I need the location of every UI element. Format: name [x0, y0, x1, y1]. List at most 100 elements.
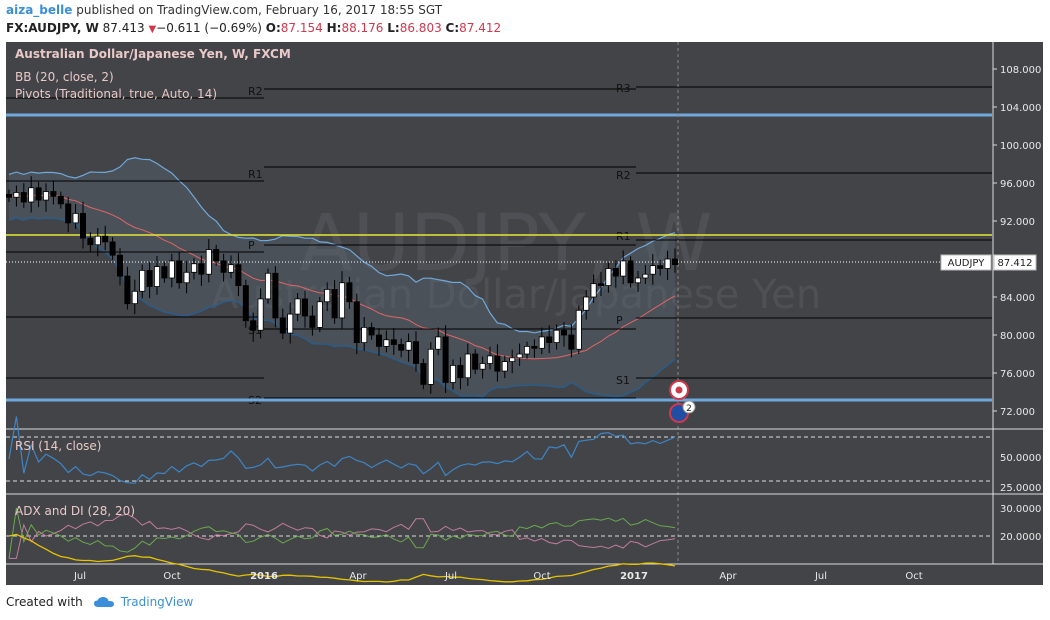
time-tick-label: Oct	[905, 571, 922, 582]
pivot-label-r1: R1	[248, 168, 263, 181]
price-tick-label: 80.000	[1000, 331, 1035, 342]
candle	[309, 315, 316, 328]
pivot-label-s1b: S1	[616, 374, 630, 387]
candle	[50, 191, 57, 197]
time-tick-label: 2016	[250, 571, 278, 582]
candle	[605, 268, 612, 287]
candle	[620, 260, 627, 277]
pivot-label-r3b: R3	[616, 82, 631, 95]
candle	[612, 268, 619, 277]
candle	[546, 336, 553, 343]
chart-svg[interactable]: AUDJPY, W Australian Dollar/Japanese Yen	[5, 42, 1043, 585]
close-value: 87.412	[459, 21, 502, 35]
legend-title: Australian Dollar/Japanese Yen, W, FXCM	[15, 47, 291, 61]
candle	[102, 235, 109, 243]
candle	[642, 273, 649, 279]
candle	[516, 353, 523, 359]
candle	[176, 260, 183, 284]
di-plus-line	[8, 507, 676, 559]
open-value: 87.154	[280, 21, 323, 35]
adx-tick-20: 20.0000	[1000, 532, 1041, 543]
quote-line: FX:AUDJPY, W 87.413 ▼−0.611 (−0.69%) O:8…	[6, 21, 501, 35]
candle	[264, 272, 271, 300]
last-price: 87.413	[102, 21, 145, 35]
down-arrow-icon: ▼	[148, 24, 157, 35]
open-label: O:	[265, 21, 281, 35]
candle	[635, 277, 642, 284]
candle	[161, 266, 168, 279]
candle	[124, 275, 131, 305]
indicator-ticks: 50.0000 25.0000 30.0000 20.0000	[1000, 453, 1041, 543]
candle	[205, 249, 212, 275]
legend-pivots[interactable]: Pivots (Traditional, true, Auto, 14)	[15, 87, 217, 101]
candle	[242, 285, 249, 322]
price-tick-label: 104.000	[1000, 103, 1041, 114]
legend-bb[interactable]: BB (20, close, 2)	[15, 70, 114, 84]
pivot-label-pb: P	[616, 314, 623, 327]
candle	[412, 341, 419, 364]
event-markers[interactable]: 2	[669, 380, 696, 423]
candle	[464, 353, 471, 379]
tradingview-link[interactable]: TradingView	[120, 595, 194, 609]
candle	[227, 264, 234, 273]
candle	[538, 336, 545, 349]
candle	[524, 345, 531, 355]
candle	[117, 254, 124, 277]
event-count-badge	[682, 400, 696, 414]
candle	[35, 187, 42, 201]
high-value: 88.176	[341, 21, 384, 35]
candle	[442, 336, 449, 383]
candle	[405, 341, 412, 351]
price-tick-label: 100.000	[1000, 141, 1041, 152]
pivot-labels: R2 R1 P S1 S2 R3 R2 R1 P S1	[248, 82, 631, 407]
price-ticks: 108.000104.000100.00096.00092.00088.0008…	[993, 65, 1041, 418]
di-minus-line	[9, 513, 676, 559]
candle	[583, 296, 590, 311]
candle	[449, 364, 456, 383]
candle	[501, 361, 508, 372]
candle	[598, 283, 605, 286]
candle	[457, 364, 464, 379]
candle	[398, 344, 405, 351]
rsi-label[interactable]: RSI (14, close)	[15, 439, 101, 453]
time-tick-label: Jul	[73, 571, 86, 582]
candle	[28, 187, 35, 203]
time-tick-label: Oct	[163, 571, 180, 582]
candle	[553, 329, 560, 343]
candle	[664, 258, 671, 269]
candle	[479, 363, 486, 370]
candle	[361, 326, 368, 343]
candle	[257, 298, 264, 331]
time-tick-label: Apr	[349, 571, 367, 582]
low-value: 86.803	[399, 21, 442, 35]
candle	[94, 235, 101, 246]
candle	[672, 258, 679, 266]
footer: Created with TradingView	[6, 595, 193, 609]
close-label: C:	[445, 21, 460, 35]
candle	[109, 241, 116, 256]
price-tick-label: 96.000	[1000, 179, 1035, 190]
candle	[375, 334, 382, 347]
author-link[interactable]: aiza_belle	[6, 3, 73, 17]
candle	[346, 282, 353, 303]
candle	[168, 260, 175, 279]
adx-line	[8, 533, 676, 583]
candles	[5, 176, 679, 394]
candle	[494, 355, 501, 372]
time-tick-label: Apr	[719, 571, 737, 582]
chart-area[interactable]: AUDJPY, W Australian Dollar/Japanese Yen	[5, 42, 1043, 585]
candle	[72, 212, 79, 224]
candle	[213, 249, 220, 262]
candle	[20, 192, 27, 203]
adx-tick-30: 30.0000	[1000, 504, 1041, 515]
price-tick-label: 92.000	[1000, 217, 1035, 228]
time-tick-label: 2017	[620, 571, 648, 582]
adx-label[interactable]: ADX and DI (28, 20)	[15, 504, 135, 518]
candle	[324, 288, 331, 303]
candle	[43, 191, 50, 201]
candle	[250, 320, 257, 331]
candle	[198, 263, 205, 275]
candle	[235, 264, 242, 286]
candle	[131, 290, 138, 305]
pivot-label-p: P	[248, 239, 255, 252]
